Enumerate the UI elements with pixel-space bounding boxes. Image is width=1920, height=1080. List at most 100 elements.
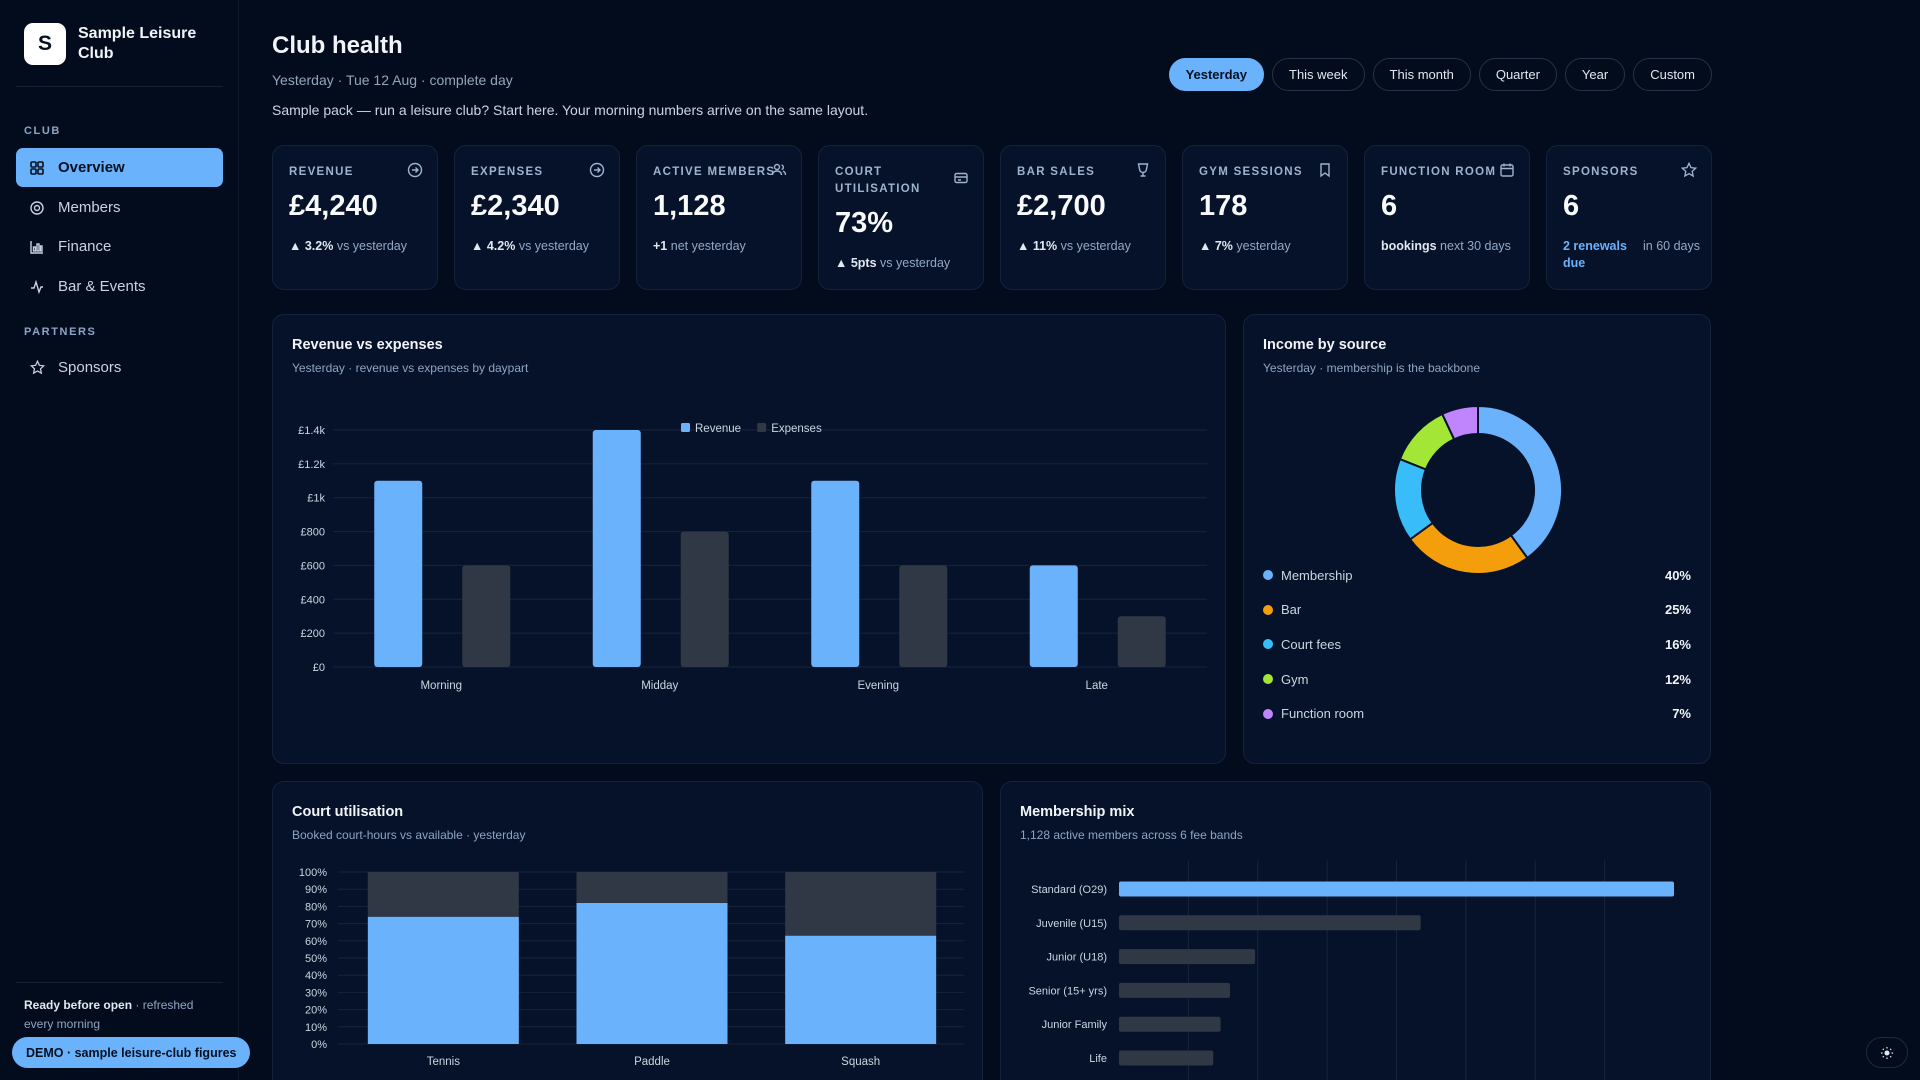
y-tick-label: £1.2k — [298, 459, 325, 471]
legend-item: Bar 25% — [1263, 600, 1691, 620]
kpi-card-bar-sales[interactable]: BAR SALES £2,700 ▲ 11% vs yesterday — [1000, 145, 1166, 290]
brand-divider — [16, 86, 223, 87]
y-tick-label: 40% — [305, 970, 327, 982]
kpi-delta-value: ▲ 4.2% — [471, 239, 516, 253]
bar-revenue — [374, 480, 423, 667]
y-tick-label: 100% — [299, 867, 327, 879]
revenue-expenses-card: Revenue vs expenses Yesterday · revenue … — [272, 314, 1226, 764]
legend-item: Court fees 16% — [1263, 634, 1691, 654]
refresh-note-strong: Ready before open — [24, 998, 133, 1012]
kpi-card-revenue[interactable]: REVENUE £4,240 ▲ 3.2% vs yesterday — [272, 145, 438, 290]
legend-dot — [1263, 604, 1273, 615]
bar-chart-icon — [29, 239, 45, 255]
kpi-card-court-utilisation[interactable]: COURT UTILISATION 73% ▲ 5pts vs yesterda… — [818, 145, 984, 290]
card-title: Revenue vs expenses — [292, 337, 443, 353]
kpi-delta-suffix: next 30 days — [1436, 239, 1511, 253]
y-tick-label: 10% — [305, 1022, 327, 1034]
brand-logo: S — [24, 23, 66, 65]
y-tick-label: 80% — [305, 901, 327, 913]
sidebar-item-bar-events[interactable]: Bar & Events — [16, 267, 223, 306]
sidebar-item-members[interactable]: Members — [16, 188, 223, 227]
kpi-value: £2,700 — [1017, 190, 1106, 222]
x-tick-label: Tennis — [427, 1056, 460, 1068]
range-tab-this-month[interactable]: This month — [1372, 58, 1471, 91]
kpi-delta-suffix: in 60 days — [1643, 239, 1700, 253]
income-donut-chart — [1393, 404, 1563, 575]
kpi-card-gym-sessions[interactable]: GYM SESSIONS 178 ▲ 7% yesterday — [1182, 145, 1348, 290]
y-tick-label: Standard (O29) — [1031, 884, 1107, 896]
legend-value: 12% — [1664, 671, 1691, 687]
brand[interactable]: S Sample Leisure Club — [24, 23, 218, 65]
bookmark-icon — [1317, 162, 1333, 178]
sun-icon — [1881, 1046, 1893, 1059]
legend-value: 7% — [1672, 706, 1691, 722]
refresh-note-text: · refreshed every morning — [24, 998, 194, 1031]
card-subtitle: Yesterday · membership is the backbone — [1263, 361, 1481, 375]
y-tick-label: £800 — [301, 527, 325, 539]
y-tick-label: £1.4k — [298, 425, 325, 437]
kpi-label: ACTIVE MEMBERS — [653, 166, 776, 178]
sidebar: S Sample Leisure Club CLUB Overview Memb… — [0, 0, 239, 1080]
range-tab-this-week[interactable]: This week — [1272, 58, 1365, 91]
legend-item: Gym 12% — [1263, 669, 1691, 689]
range-tab-custom[interactable]: Custom — [1633, 58, 1712, 91]
legend-dot — [1263, 570, 1273, 580]
kpi-delta: +1 net yesterday — [653, 238, 746, 255]
star-icon — [29, 360, 45, 376]
kpi-card-function-room[interactable]: FUNCTION ROOM 6 bookings next 30 days — [1364, 145, 1530, 290]
kpi-delta: ▲ 4.2% vs yesterday — [471, 238, 589, 255]
kpi-value: 73% — [835, 207, 894, 239]
sidebar-item-label: Members — [58, 199, 121, 216]
calendar-icon — [1499, 162, 1515, 178]
kpi-value: 178 — [1199, 190, 1248, 222]
card-icon — [953, 170, 969, 186]
range-tab-yesterday[interactable]: Yesterday — [1168, 58, 1264, 91]
theme-toggle-button[interactable] — [1866, 1037, 1908, 1068]
range-tab-quarter[interactable]: Quarter — [1478, 58, 1557, 91]
y-tick-label: £400 — [301, 594, 325, 606]
card-title: Membership mix — [1020, 804, 1135, 820]
bar-booked — [576, 902, 728, 1044]
demo-badge[interactable]: DEMO · sample leisure-club figures — [12, 1037, 251, 1068]
kpi-card-expenses[interactable]: EXPENSES £2,340 ▲ 4.2% vs yesterday — [454, 145, 620, 290]
bar-booked — [785, 935, 937, 1044]
y-tick-label: Junior Family — [1042, 1019, 1108, 1031]
nav-section-partners: PARTNERS — [24, 326, 97, 338]
kpi-card-active-members[interactable]: ACTIVE MEMBERS 1,128 +1 net yesterday — [636, 145, 802, 290]
bar-expenses — [1117, 616, 1166, 667]
donut-slice — [1393, 457, 1435, 541]
card-title: Court utilisation — [292, 804, 404, 820]
kpi-label: FUNCTION ROOM — [1381, 166, 1497, 178]
bar — [1119, 1016, 1221, 1032]
kpi-card-sponsors[interactable]: SPONSORS 6 2 renewals due in 60 days — [1546, 145, 1712, 290]
bar — [1119, 982, 1230, 998]
kpi-delta-suffix: vs yesterday — [515, 239, 589, 253]
sidebar-item-sponsors[interactable]: Sponsors — [16, 348, 223, 387]
range-tab-year[interactable]: Year — [1564, 58, 1626, 91]
kpi-delta-value: ▲ 11% — [1017, 239, 1058, 253]
sidebar-item-overview[interactable]: Overview — [16, 148, 223, 187]
card-subtitle: Booked court-hours vs available · yester… — [292, 828, 526, 842]
kpi-delta: 2 renewals due — [1563, 238, 1635, 272]
bar-revenue — [811, 480, 860, 667]
legend-swatch — [681, 423, 690, 432]
kpi-label: GYM SESSIONS — [1199, 166, 1303, 178]
legend-dot — [1263, 639, 1273, 650]
kpi-label: REVENUE — [289, 166, 354, 178]
kpi-delta-value: bookings — [1381, 239, 1437, 253]
page-title: Club health — [272, 32, 403, 59]
y-tick-label: 0% — [311, 1039, 327, 1051]
bar-expenses — [899, 565, 948, 667]
arrow-circle-icon — [589, 162, 605, 178]
star-icon — [1680, 161, 1698, 178]
kpi-delta-value: ▲ 3.2% — [289, 239, 334, 253]
kpi-delta: bookings next 30 days — [1381, 238, 1511, 255]
kpi-delta: ▲ 11% vs yesterday — [1017, 238, 1131, 255]
sidebar-item-finance[interactable]: Finance — [16, 227, 223, 266]
kpi-delta: ▲ 7% yesterday — [1199, 238, 1291, 255]
legend-dot — [1263, 674, 1273, 685]
refresh-note: Ready before open · refreshed every morn… — [24, 996, 224, 1034]
court-utilisation-chart: 0% 10% 20% 30% 40% 50% 60% 70% 80% 90% 100% Tennis P… — [299, 867, 964, 1068]
page-description: Sample pack — run a leisure club? Start … — [272, 102, 869, 118]
y-tick-label: 90% — [305, 884, 327, 896]
